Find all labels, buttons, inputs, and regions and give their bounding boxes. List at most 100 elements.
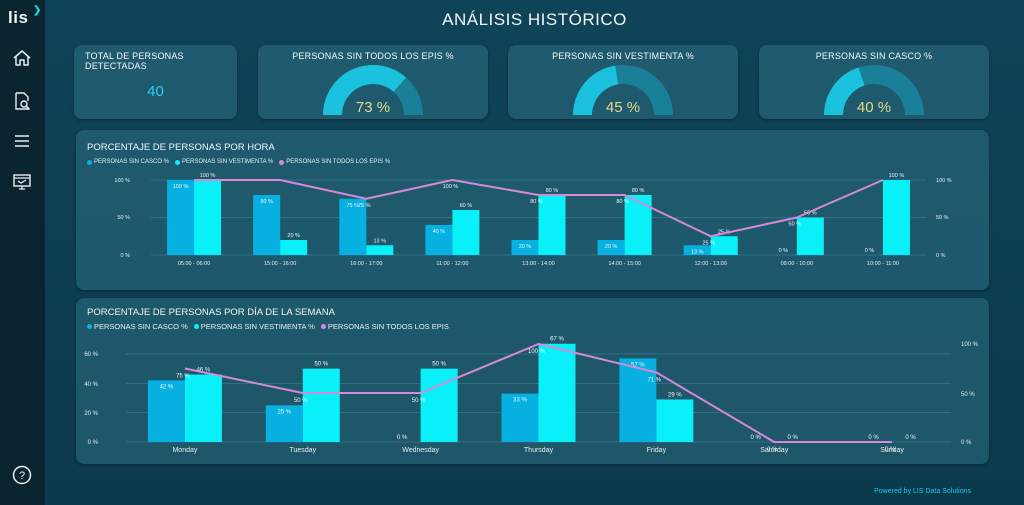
gauge-value-label: 45 % <box>606 99 640 116</box>
gauge-value-label: 73 % <box>356 99 390 116</box>
bar-casco-label: 20 % <box>605 244 618 250</box>
sidebar: lis ❯ ? <box>0 0 45 505</box>
bar-vestimenta-label: 46 % <box>197 368 211 374</box>
line-epis-label: 71 % <box>648 377 662 383</box>
bar-vestimenta <box>366 245 394 255</box>
gauge-casco: 40 % <box>824 65 924 116</box>
kpi-vestimenta-card: PERSONAS SIN VESTIMENTA % 45 % <box>508 45 738 119</box>
bar-vestimenta <box>184 374 222 442</box>
bar-casco-label: 33 % <box>513 398 527 404</box>
week-legend-epis[interactable]: PERSONAS SIN TODOS LOS EPIS <box>320 322 449 331</box>
bar-vestimenta-label: 29 % <box>668 392 682 398</box>
legend-vestimenta[interactable]: PERSONAS SIN VESTIMENTA % <box>175 159 273 165</box>
category-label: Monday <box>172 447 197 454</box>
category-label: 05:00 - 06:00 <box>178 261 210 267</box>
week-left-tick-0: 0 % <box>88 440 99 446</box>
line-epis <box>194 179 884 238</box>
bar-vestimenta-label: 0 % <box>788 435 799 441</box>
bar-casco <box>147 380 185 442</box>
line-epis-label: 0 % <box>767 447 778 453</box>
bar-casco <box>619 358 657 442</box>
monitor-icon[interactable] <box>11 171 33 193</box>
legend-casco-dot <box>87 159 92 165</box>
home-icon[interactable] <box>11 47 33 69</box>
line-epis-label: 100 % <box>443 184 459 190</box>
week-legend-casco-dot <box>87 324 92 329</box>
bar-vestimenta-label: 80 % <box>546 188 559 194</box>
category-label: Sunday <box>880 447 904 454</box>
legend-vestimenta-dot <box>175 159 181 165</box>
category-label: 09:00 - 10:00 <box>781 261 813 267</box>
line-epis-label: 50 % <box>294 398 308 404</box>
help-icon[interactable]: ? <box>11 464 33 486</box>
gauge-epis: 73 % <box>323 65 423 116</box>
category-label: 16:00 - 17:00 <box>350 261 382 267</box>
bar-casco-label: 57 % <box>631 362 645 368</box>
category-label: 14:00 - 15:00 <box>608 261 640 267</box>
line-epis-label: 75 % <box>176 374 190 380</box>
bar-casco-label: 20 % <box>519 244 532 250</box>
kpi-total-value: 40 <box>147 83 164 100</box>
line-epis-label: 80 % <box>530 199 543 205</box>
week-right-tick-50: 50 % <box>961 392 975 398</box>
week-legend-vestimenta[interactable]: PERSONAS SIN VESTIMENTA % <box>193 322 315 331</box>
bar-vestimenta <box>452 210 480 255</box>
kpi-epis-card: PERSONAS SIN TODOS LOS EPIS % 73 % <box>258 45 488 119</box>
bar-vestimenta-label: 25 % <box>718 229 731 235</box>
line-epis-label: 80 % <box>616 199 629 205</box>
week-legend-vestimenta-label: PERSONAS SIN VESTIMENTA % <box>200 322 315 331</box>
week-chart-card: PORCENTAJE DE PERSONAS POR DÍA DE LA SEM… <box>76 298 989 464</box>
category-label: Friday <box>647 447 667 454</box>
week-left-tick-60: 60 % <box>84 352 98 358</box>
week-chart-title: PORCENTAJE DE PERSONAS POR DÍA DE LA SEM… <box>87 307 335 318</box>
legend-casco-label: PERSONAS SIN CASCO % <box>94 159 170 165</box>
category-label: Tuesday <box>289 447 316 454</box>
menu-icon[interactable] <box>11 130 33 152</box>
week-legend-casco[interactable]: PERSONAS SIN CASCO % <box>87 322 188 331</box>
legend-casco[interactable]: PERSONAS SIN CASCO % <box>87 159 169 165</box>
hour-chart-title: PORCENTAJE DE PERSONAS POR HORA <box>87 142 275 153</box>
kpi-total-title: TOTAL DE PERSONAS DETECTADAS <box>85 51 184 71</box>
legend-epis[interactable]: PERSONAS SIN TODOS LOS EPIS % <box>279 159 390 165</box>
hour-right-tick-100: 100 % <box>936 178 952 184</box>
bar-vestimenta <box>538 343 576 442</box>
bar-casco-label: 0 % <box>397 435 408 441</box>
hour-chart-legend: PERSONAS SIN CASCO % PERSONAS SIN VESTIM… <box>87 159 390 165</box>
category-label: 12:00 - 13:00 <box>695 261 727 267</box>
bar-vestimenta <box>710 236 738 255</box>
hour-right-tick-50: 50 % <box>936 215 949 221</box>
footer-credit[interactable]: Powered by LIS Data Solutions <box>874 488 971 495</box>
bar-vestimenta <box>538 195 566 255</box>
bar-casco <box>265 405 303 442</box>
bar-vestimenta <box>280 240 308 255</box>
logo[interactable]: lis ❯ <box>8 5 41 28</box>
bar-vestimenta <box>656 399 694 442</box>
bar-casco-label: 42 % <box>160 384 174 390</box>
logo-text: lis <box>8 8 29 27</box>
gauge-fill <box>824 67 865 115</box>
bar-vestimenta-label: 80 % <box>632 188 645 194</box>
bar-vestimenta-label: 50 % <box>432 362 446 368</box>
bar-vestimenta-label: 100 % <box>889 173 905 179</box>
bar-casco-label: 80 % <box>260 199 273 205</box>
kpi-total-card: TOTAL DE PERSONAS DETECTADAS 40 <box>74 45 237 119</box>
bar-casco <box>253 195 281 255</box>
search-document-icon[interactable] <box>11 90 33 112</box>
line-epis-label: 50 % <box>789 222 802 228</box>
gauge-vestimenta: 45 % <box>573 65 673 116</box>
category-label: 10:00 - 11:00 <box>867 261 899 267</box>
bar-vestimenta <box>302 368 340 442</box>
bar-casco-label: 75 % <box>347 203 360 209</box>
bar-casco <box>597 240 625 255</box>
bar-casco-label: 0 % <box>868 435 879 441</box>
bar-casco <box>167 180 195 255</box>
bar-vestimenta-label: 0 % <box>905 435 916 441</box>
bar-vestimenta-label: 60 % <box>460 203 473 209</box>
bar-casco-label: 13 % <box>691 249 704 255</box>
week-legend-vestimenta-dot <box>193 324 199 329</box>
bar-vestimenta-label: 50 % <box>314 362 328 368</box>
week-chart: 60 % 40 % 20 % 0 % 100 % 50 % 0 % 42 % 46… <box>84 337 978 454</box>
gauge-value-label: 40 % <box>857 99 891 116</box>
gauge-fill <box>573 65 619 115</box>
line-epis-label: 75 % <box>358 203 371 209</box>
